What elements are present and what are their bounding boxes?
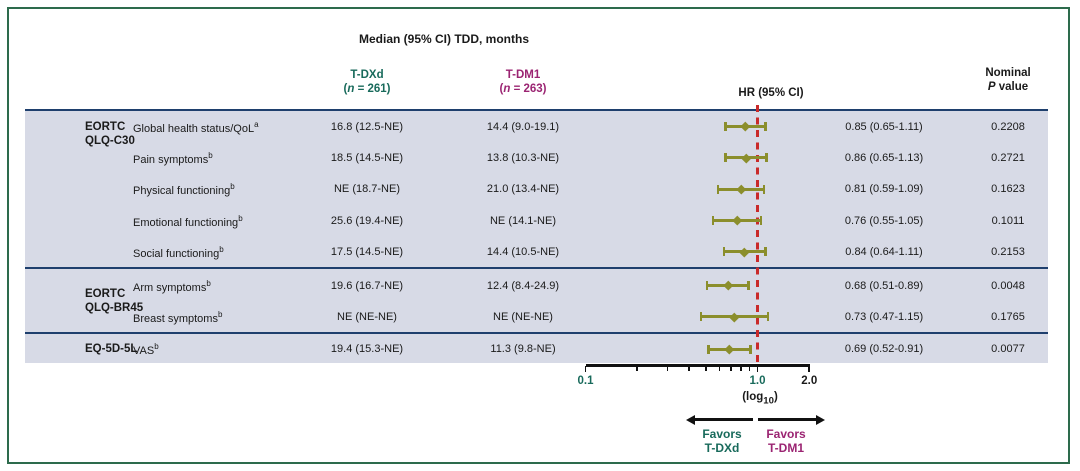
axis-major-tick (756, 366, 759, 373)
row-measure-label: Arm symptomsb (133, 278, 211, 294)
hr-ci-value: 0.68 (0.51-0.89) (844, 279, 924, 292)
ci-cap-low (707, 344, 710, 354)
tdxd-median-value: 25.6 (19.4-NE) (330, 214, 404, 227)
ci-cap-high (747, 281, 751, 291)
axis-major-tick (808, 366, 811, 373)
figure-title: Median (95% CI) TDD, months (358, 32, 530, 46)
ci-cap-high (766, 312, 770, 322)
row-measure-label: VASb (133, 342, 159, 357)
ci-cap-high (759, 216, 763, 225)
tdxd-median-value: 19.4 (15.3-NE) (330, 343, 404, 355)
favors-tdxd-label: Favors T-DXd (702, 427, 742, 455)
favors-left-arrow (694, 418, 753, 421)
tdm1-median-value: 12.4 (8.4-24.9) (486, 279, 560, 292)
column-header-tdm1: T-DM1 (n = 263) (500, 68, 547, 96)
favors-tdm1-label: Favors T-DM1 (766, 427, 806, 455)
ci-cap-high (763, 122, 767, 132)
p-value: 0.2721 (991, 151, 1025, 164)
ci-cap-low (705, 281, 709, 291)
row-measure-label: Emotional functioningb (133, 213, 243, 229)
ci-cap-low (716, 184, 720, 194)
column-header-pvalue: Nominal P value (985, 66, 1030, 94)
axis-minor-tick (704, 366, 707, 372)
tdxd-arm-name: T-DXd (350, 69, 384, 81)
tdxd-median-value: 17.5 (14.5-NE) (330, 245, 404, 258)
hr-ci-value: 0.86 (0.65-1.13) (844, 151, 924, 164)
tdxd-median-value: NE (18.7-NE) (333, 183, 401, 196)
axis-minor-tick (718, 366, 721, 372)
column-header-tdxd: T-DXd (n = 261) (344, 68, 391, 96)
ci-cap-low (724, 122, 727, 132)
ci-cap-high (765, 153, 768, 163)
tdxd-median-value: 16.8 (12.5-NE) (330, 120, 404, 133)
axis-minor-tick (688, 366, 690, 372)
x-axis-scale-label: (log10) (742, 391, 778, 407)
ci-cap-high (762, 184, 766, 194)
tdxd-arm-n: (n = 261) (343, 83, 391, 95)
ci-cap-low (711, 216, 715, 225)
pvalue-header-line2: P value (987, 81, 1029, 93)
tdm1-arm-name: T-DM1 (505, 69, 541, 81)
group-label: EORTC QLQ-BR45 (85, 288, 144, 314)
ci-cap-low (699, 312, 703, 322)
separator-line-group1 (25, 266, 1048, 269)
tdm1-median-value: 13.8 (10.3-NE) (486, 151, 560, 164)
group-label: EQ-5D-5L (85, 343, 138, 355)
row-measure-label: Pain symptomsb (133, 151, 213, 166)
tdm1-median-value: NE (NE-NE) (493, 310, 553, 323)
hr-ci-value: 0.84 (0.64-1.11) (845, 245, 923, 258)
axis-tick-label: 0.1 (577, 375, 594, 387)
column-header-hr: HR (95% CI) (738, 87, 804, 99)
tdm1-arm-n: (n = 263) (499, 83, 547, 95)
hr-ci-value: 0.81 (0.59-1.09) (844, 183, 924, 196)
pvalue-header-line1: Nominal (985, 67, 1031, 79)
separator-line-top (25, 108, 1048, 112)
figure-border (7, 7, 1070, 464)
separator-line-group2 (25, 331, 1048, 334)
p-value: 0.1765 (991, 310, 1025, 323)
reference-line-hr1 (756, 105, 759, 366)
tdxd-median-value: 18.5 (14.5-NE) (330, 151, 404, 164)
tdxd-median-value: 19.6 (16.7-NE) (330, 279, 404, 292)
hr-ci-value: 0.73 (0.47-1.15) (844, 310, 924, 323)
group-label: EORTC QLQ-C30 (85, 121, 135, 147)
axis-tick-label: 1.0 (749, 375, 766, 387)
p-value: 0.1623 (991, 183, 1025, 196)
tdm1-median-value: 11.3 (9.8-NE) (490, 343, 556, 355)
p-value: 0.2153 (991, 245, 1025, 258)
x-axis-line (586, 364, 810, 367)
row-measure-label: Breast symptomsb (133, 310, 223, 325)
p-value: 0.0077 (991, 343, 1025, 355)
p-value: 0.0048 (991, 279, 1025, 292)
row-measure-label: Social functioningb (133, 244, 224, 260)
axis-major-tick (584, 366, 587, 373)
ci-cap-high (763, 247, 767, 257)
hr-ci-value: 0.85 (0.65-1.11) (845, 120, 923, 133)
favors-right-arrowhead-icon (816, 414, 825, 425)
tdxd-median-value: NE (NE-NE) (337, 310, 397, 323)
axis-minor-tick (740, 366, 742, 372)
row-measure-label: Physical functioningb (133, 182, 235, 198)
ci-cap-low (722, 247, 726, 257)
row-measure-label: Global health status/QoLa (133, 119, 259, 135)
hr-ci-value: 0.76 (0.55-1.05) (844, 214, 924, 227)
hr-ci-value: 0.69 (0.52-0.91) (844, 343, 924, 355)
tdm1-median-value: 14.4 (9.0-19.1) (486, 120, 560, 133)
p-value: 0.2208 (991, 120, 1025, 133)
axis-minor-tick (636, 366, 639, 372)
ci-cap-low (724, 153, 727, 163)
axis-minor-tick (666, 366, 669, 372)
table-band-background (25, 111, 1048, 363)
tdm1-median-value: 21.0 (13.4-NE) (486, 183, 560, 196)
axis-minor-tick (748, 366, 751, 372)
axis-tick-label: 2.0 (801, 375, 818, 387)
favors-left-arrowhead-icon (686, 414, 695, 425)
axis-minor-tick (730, 366, 732, 372)
ci-cap-high (749, 344, 752, 354)
p-value: 0.1011 (991, 214, 1025, 227)
favors-right-arrow (758, 418, 817, 421)
tdm1-median-value: NE (14.1-NE) (489, 214, 557, 227)
tdm1-median-value: 14.4 (10.5-NE) (486, 245, 560, 258)
